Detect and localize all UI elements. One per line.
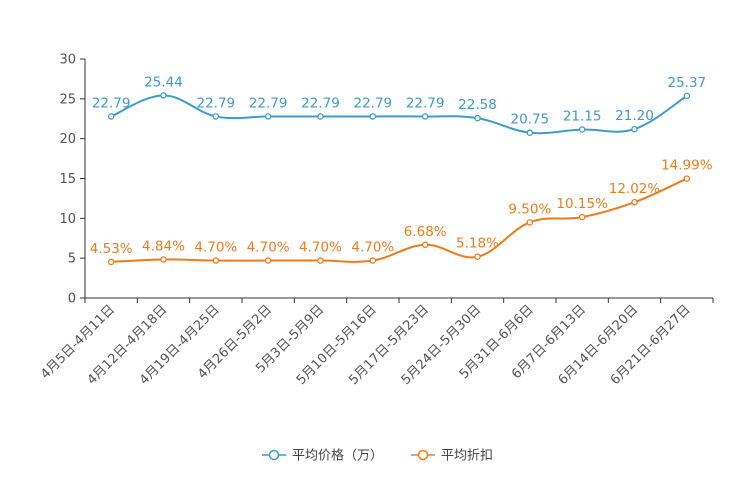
data-label: 21.20 [615,108,654,124]
data-label: 25.44 [144,74,183,90]
y-tick-label: 20 [59,132,76,147]
series-line-2 [111,177,688,263]
data-point[interactable] [369,113,377,120]
data-label: 22.79 [197,95,236,111]
data-label: 22.79 [92,95,131,111]
data-point[interactable] [107,113,115,120]
data-label: 22.79 [249,95,288,111]
y-tick-label: 15 [59,172,76,187]
data-label: 22.79 [406,95,445,111]
data-point[interactable] [160,256,167,263]
legend-item-2[interactable]: 平均折扣 [411,449,493,464]
data-label: 5.18% [456,236,499,252]
data-label: 22.79 [301,95,340,111]
data-point[interactable] [578,126,586,133]
data-label: 20.75 [511,112,550,128]
data-label: 6.68% [404,224,447,240]
data-point[interactable] [264,257,272,264]
data-label: 9.50% [508,201,551,217]
data-point[interactable] [631,125,638,133]
data-point[interactable] [631,198,638,206]
y-tick-label: 0 [68,292,76,307]
data-label: 12.02% [609,181,661,197]
data-label: 4.84% [142,238,185,254]
series-line-1 [110,94,688,135]
data-point[interactable] [317,113,324,120]
data-point[interactable] [526,219,534,226]
data-label: 22.58 [458,97,497,113]
legend-item-1[interactable]: 平均价格（万） [262,448,383,464]
data-point[interactable] [474,253,481,260]
data-point[interactable] [264,113,272,120]
data-point[interactable] [369,257,377,264]
data-label: 14.99% [661,158,713,174]
data-point[interactable] [160,92,167,99]
data-label: 4.70% [194,240,237,256]
data-label: 4.70% [247,240,290,256]
data-point[interactable] [421,241,429,249]
legend-label: 平均折扣 [441,449,493,464]
data-label: 4.70% [299,240,342,256]
data-label: 22.79 [354,95,393,111]
data-label: 21.15 [563,109,602,125]
data-point[interactable] [474,114,481,122]
data-label: 4.53% [90,241,133,257]
data-point[interactable] [683,175,691,182]
data-point[interactable] [526,129,534,136]
data-point[interactable] [578,213,586,221]
legend-swatch-marker [417,449,429,461]
legend-label: 平均价格（万） [292,448,383,464]
data-point[interactable] [421,113,429,120]
y-tick-label: 5 [68,252,76,267]
data-label: 25.37 [668,75,707,91]
data-point[interactable] [317,257,324,264]
data-label: 10.15% [556,196,608,212]
data-point[interactable] [212,113,220,120]
y-tick-label: 25 [59,92,76,107]
data-label: 4.70% [351,240,394,256]
data-point[interactable] [212,257,220,264]
legend-swatch-marker [268,449,280,461]
data-point[interactable] [683,92,691,100]
y-tick-label: 30 [59,53,76,68]
data-point[interactable] [107,258,115,266]
y-tick-label: 10 [59,212,76,227]
